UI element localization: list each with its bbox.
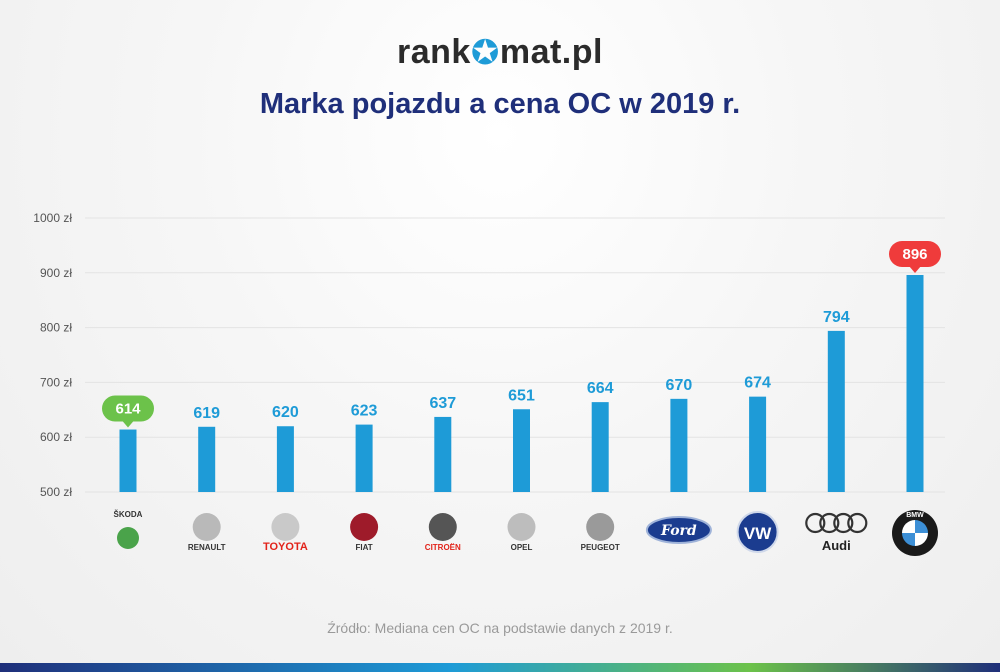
- data-label: 620: [272, 404, 299, 421]
- data-label: 614: [115, 401, 141, 418]
- max-value-badge: [889, 240, 941, 267]
- y-tick-label: 600 zł: [40, 430, 72, 444]
- data-label: 651: [508, 387, 535, 404]
- brand-emblem-icon: [586, 513, 615, 541]
- y-tick-label: 700 zł: [40, 375, 72, 389]
- audi-ring-icon: [805, 512, 826, 534]
- tick-label: PEUGEOT: [581, 543, 620, 552]
- y-tick-label: 800 zł: [40, 321, 72, 335]
- tick-label: Ford: [660, 523, 697, 539]
- brand-logo-audi: Audi: [805, 512, 868, 553]
- brand-logo-citroën: CITROËN: [425, 513, 461, 552]
- y-tick-label: 900 zł: [40, 266, 72, 280]
- vw-emblem-icon: [736, 511, 779, 553]
- bmw-quadrant-icon: [915, 533, 928, 546]
- data-label: 896: [902, 246, 927, 263]
- brand-emblem-icon: [192, 513, 221, 541]
- bar: [513, 409, 530, 492]
- source-note: Źródło: Mediana cen OC na podstawie dany…: [327, 620, 673, 636]
- brand-logo: rank✪mat.pl: [0, 32, 1000, 72]
- audi-ring-icon: [819, 512, 840, 534]
- brand-emblem-icon: [428, 513, 457, 541]
- audi-ring-icon: [847, 512, 868, 534]
- bar: [591, 402, 609, 492]
- brand-logo-renault: RENAULT: [188, 513, 226, 552]
- bmw-quadrant-icon: [915, 520, 928, 533]
- bar: [670, 398, 688, 492]
- tick-label: RENAULT: [188, 543, 226, 552]
- star-icon: ✪: [470, 34, 500, 72]
- brand-logo-opel: OPEL: [507, 513, 536, 552]
- y-tick-label: 1000 zł: [33, 211, 72, 225]
- brand-logo-peugeot: PEUGEOT: [581, 513, 620, 552]
- tick-label: VW: [744, 524, 772, 543]
- chart-title: Marka pojazdu a cena OC w 2019 r.: [259, 88, 741, 120]
- data-label: 794: [823, 309, 850, 326]
- bar: [906, 274, 924, 492]
- bottom-accent-bar: [0, 663, 1000, 672]
- bar: [119, 429, 137, 492]
- data-label: 674: [744, 375, 771, 392]
- brand-emblem-icon: [350, 513, 379, 541]
- tick-label: FIAT: [356, 543, 373, 552]
- bar: [198, 426, 216, 492]
- bmw-quadrant-icon: [902, 520, 915, 533]
- bar: [355, 424, 373, 492]
- brand-emblem-icon: [507, 513, 536, 541]
- brand-logo-bmw: BMW: [892, 510, 938, 556]
- bar: [749, 396, 767, 492]
- tick-label: TOYOTA: [263, 541, 308, 553]
- data-label: 637: [429, 395, 456, 412]
- audi-ring-icon: [833, 512, 854, 534]
- y-tick-label: 500 zł: [40, 485, 72, 499]
- tick-label: CITROËN: [425, 543, 461, 552]
- bar: [827, 330, 845, 492]
- ford-oval-icon: [645, 516, 712, 544]
- brand-logo-toyota: TOYOTA: [263, 513, 308, 553]
- data-label: 670: [666, 377, 693, 394]
- badge-pointer: [122, 420, 134, 428]
- tick-label: ŠKODA: [114, 510, 143, 519]
- brand-prefix: rank: [397, 33, 471, 71]
- brand-logo-fiat: FIAT: [350, 513, 379, 552]
- data-label: 619: [193, 405, 220, 422]
- tick-label: OPEL: [511, 543, 533, 552]
- data-label: 623: [351, 403, 378, 420]
- bar: [434, 416, 452, 492]
- min-value-badge: [102, 395, 154, 422]
- brand-logo-škoda: ŠKODA: [114, 510, 143, 549]
- brand-logo-ford: Ford: [645, 516, 712, 544]
- tick-label: Audi: [822, 538, 851, 553]
- brand-emblem-icon: [117, 527, 139, 549]
- brand-emblem-icon: [271, 513, 300, 541]
- badge-pointer: [909, 265, 921, 273]
- brand-suffix: mat.pl: [499, 33, 603, 71]
- tick-label: BMW: [906, 512, 924, 519]
- brand-logo-vw: VW: [736, 511, 779, 553]
- data-label: 664: [587, 380, 614, 397]
- bmw-quadrant-icon: [902, 533, 915, 546]
- bar: [276, 426, 294, 492]
